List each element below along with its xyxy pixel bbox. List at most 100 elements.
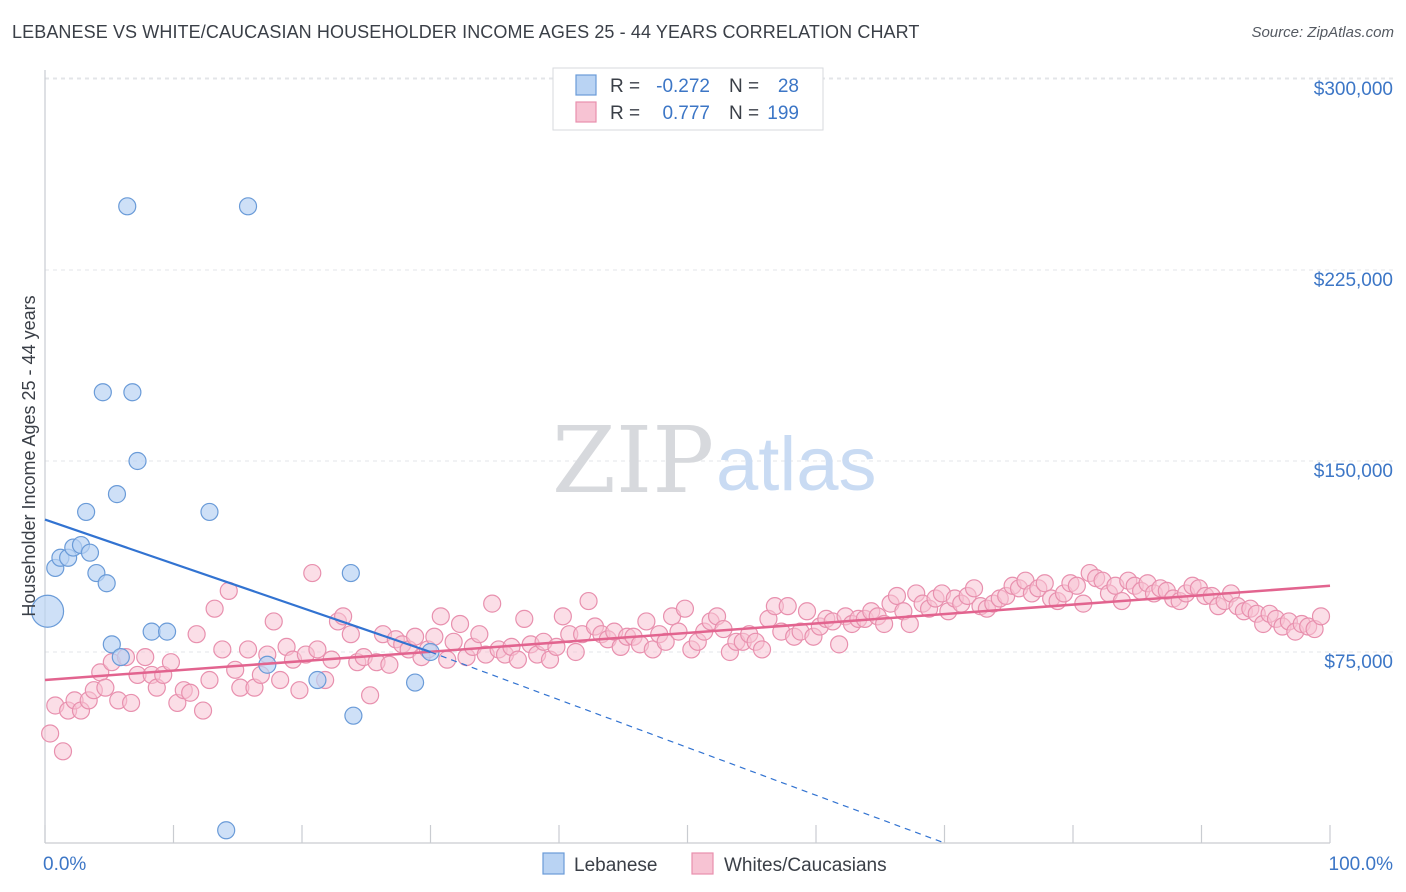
y-tick-label-3: $300,000 [1314,79,1393,100]
whites-point [444,632,463,651]
x-axis-ticks [44,825,1331,843]
whites-point [380,655,399,674]
lebanese-point [111,647,130,667]
whites-point [238,640,258,659]
lebanese-point [405,673,425,692]
chart-title: LEBANESE VS WHITE/CAUCASIAN HOUSEHOLDER … [12,22,920,42]
whites-point [431,607,450,626]
whites-point [778,597,797,616]
lebanese-point [142,622,161,641]
lebanese-point [118,197,137,216]
lebanese-point [128,451,147,471]
y-axis-label: Householder Income Ages 25 - 44 years [19,295,39,616]
whites-point [121,693,141,713]
watermark-atlas: atlas [716,422,877,507]
lebanese-point [80,543,100,562]
lebanese-point [107,485,127,504]
whites-point [508,650,527,669]
whites-point [964,579,984,598]
source-label: Source: ZipAtlas.com [1251,24,1394,41]
y-tick-label-1: $150,000 [1314,461,1393,482]
whites-point [41,724,60,743]
lebanese-points [30,197,440,840]
x-tick-label-max: 100.0% [1329,854,1394,875]
bottom-legend-lebanese: Lebanese [574,855,657,876]
legend-n-value-2: 199 [767,103,799,124]
whites-point [290,681,309,700]
whites-point [181,683,200,702]
watermark-zip: ZIP [552,407,714,514]
legend-n-label-2: N = [729,103,759,124]
whites-point [271,670,290,690]
whites-point [1067,576,1086,595]
lebanese-point [344,706,363,725]
lebanese-point [97,574,116,593]
trend-lines [44,518,1331,844]
whites-point [483,594,502,613]
whites-point [579,591,598,611]
whites-point [96,678,115,697]
lebanese-point [308,670,327,690]
whites-point [515,609,534,628]
legend-r-value-1: -0.272 [656,76,710,97]
lebanese-point [238,197,258,216]
bottom-legend-whites: Whites/Caucasians [724,855,887,876]
whites-point [797,602,817,621]
bottom-legend-swatch-whites [691,852,714,875]
whites-point [161,653,181,672]
y-tick-labels: $75,000 $150,000 $225,000 $300,000 [1314,79,1393,673]
whites-point [425,627,444,646]
lebanese-point [93,383,112,402]
whites-trend-line [44,584,1331,682]
whites-point [187,625,206,644]
lebanese-trend-extension [430,651,945,844]
whites-point [193,701,213,720]
lebanese-point [217,821,236,840]
legend-swatch-whites [575,101,597,123]
legend-r-label-1: R = [610,76,640,97]
whites-point [200,670,219,690]
whites-point [669,622,688,641]
whites-point [675,599,695,618]
whites-point [405,627,425,646]
whites-points [41,563,1331,761]
lebanese-point [341,563,360,583]
whites-point [361,686,380,705]
whites-point [308,640,327,659]
whites-point [205,599,224,618]
lebanese-point [123,383,142,402]
lebanese-point [157,622,177,641]
legend-n-label-1: N = [729,76,759,97]
whites-point [470,625,489,644]
whites-point [1035,574,1054,593]
series-legend: Lebanese Whites/Caucasians [542,852,887,876]
whites-point [438,650,457,669]
whites-point [830,635,849,654]
legend-r-label-2: R = [610,103,640,124]
lebanese-trend-line [44,518,431,654]
whites-point [450,614,470,634]
y-tick-label-2: $225,000 [1314,270,1393,291]
whites-point [264,612,283,631]
whites-point [303,563,322,583]
whites-point [341,625,360,644]
lebanese-point [200,502,219,522]
lebanese-point [102,635,121,654]
whites-point [213,640,232,659]
whites-point [566,642,585,662]
lebanese-point [77,502,96,522]
y-tick-label-0: $75,000 [1324,652,1393,673]
x-tick-label-min: 0.0% [43,854,86,875]
grid-lines [45,77,1395,653]
whites-point [553,607,572,626]
whites-point [226,660,245,679]
whites-point [136,647,155,667]
legend-swatch-lebanese [575,74,597,96]
whites-point [752,640,772,659]
legend-r-value-2: 0.777 [662,103,710,124]
whites-point [637,612,656,631]
bottom-legend-swatch-lebanese [542,852,565,875]
whites-point [53,742,73,761]
lebanese-point [30,594,65,628]
